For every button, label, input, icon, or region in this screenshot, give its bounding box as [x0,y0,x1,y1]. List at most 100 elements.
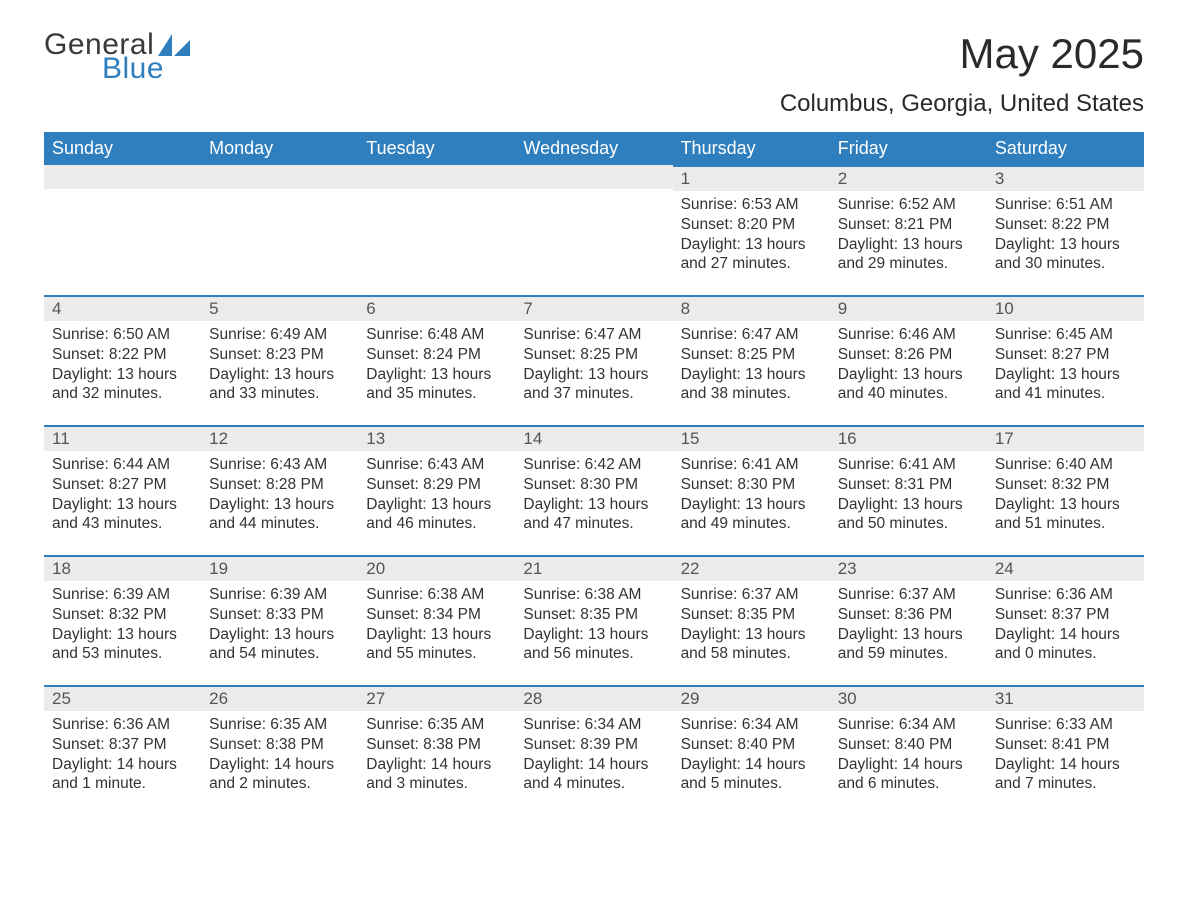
sunset-text: Sunset: 8:32 PM [52,605,193,625]
sunset-text: Sunset: 8:35 PM [523,605,664,625]
calendar-cell: 14Sunrise: 6:42 AMSunset: 8:30 PMDayligh… [515,425,672,555]
sunset-text: Sunset: 8:33 PM [209,605,350,625]
sunset-text: Sunset: 8:22 PM [52,345,193,365]
day-details: Sunrise: 6:45 AMSunset: 8:27 PMDaylight:… [987,321,1144,410]
weekday-header: Friday [830,132,987,165]
day-number: 13 [358,425,515,451]
calendar-cell: 15Sunrise: 6:41 AMSunset: 8:30 PMDayligh… [673,425,830,555]
calendar-cell: 5Sunrise: 6:49 AMSunset: 8:23 PMDaylight… [201,295,358,425]
daylight-text: Daylight: 13 hours and 38 minutes. [681,365,822,405]
calendar-cell: 18Sunrise: 6:39 AMSunset: 8:32 PMDayligh… [44,555,201,685]
sunset-text: Sunset: 8:36 PM [838,605,979,625]
sunset-text: Sunset: 8:28 PM [209,475,350,495]
sunset-text: Sunset: 8:39 PM [523,735,664,755]
sunrise-text: Sunrise: 6:52 AM [838,195,979,215]
day-details: Sunrise: 6:41 AMSunset: 8:30 PMDaylight:… [673,451,830,540]
sunrise-text: Sunrise: 6:53 AM [681,195,822,215]
day-details: Sunrise: 6:50 AMSunset: 8:22 PMDaylight:… [44,321,201,410]
day-number: 7 [515,295,672,321]
day-number: 22 [673,555,830,581]
day-details: Sunrise: 6:43 AMSunset: 8:29 PMDaylight:… [358,451,515,540]
day-details: Sunrise: 6:38 AMSunset: 8:34 PMDaylight:… [358,581,515,670]
day-details: Sunrise: 6:34 AMSunset: 8:39 PMDaylight:… [515,711,672,800]
sunset-text: Sunset: 8:37 PM [995,605,1136,625]
day-details: Sunrise: 6:40 AMSunset: 8:32 PMDaylight:… [987,451,1144,540]
calendar-cell: 31Sunrise: 6:33 AMSunset: 8:41 PMDayligh… [987,685,1144,815]
sunset-text: Sunset: 8:25 PM [681,345,822,365]
sunset-text: Sunset: 8:24 PM [366,345,507,365]
sunset-text: Sunset: 8:32 PM [995,475,1136,495]
sunrise-text: Sunrise: 6:38 AM [366,585,507,605]
sunrise-text: Sunrise: 6:51 AM [995,195,1136,215]
sunrise-text: Sunrise: 6:33 AM [995,715,1136,735]
sunrise-text: Sunrise: 6:44 AM [52,455,193,475]
day-number: 19 [201,555,358,581]
sunrise-text: Sunrise: 6:43 AM [209,455,350,475]
location-subtitle: Columbus, Georgia, United States [44,90,1144,118]
daylight-text: Daylight: 14 hours and 4 minutes. [523,755,664,795]
day-details: Sunrise: 6:47 AMSunset: 8:25 PMDaylight:… [673,321,830,410]
day-details: Sunrise: 6:44 AMSunset: 8:27 PMDaylight:… [44,451,201,540]
sunset-text: Sunset: 8:21 PM [838,215,979,235]
weekday-header: Wednesday [515,132,672,165]
sunrise-text: Sunrise: 6:41 AM [838,455,979,475]
day-number: 11 [44,425,201,451]
page-title: May 2025 [960,30,1144,78]
calendar-cell [44,165,201,295]
daylight-text: Daylight: 13 hours and 30 minutes. [995,235,1136,275]
calendar-cell: 25Sunrise: 6:36 AMSunset: 8:37 PMDayligh… [44,685,201,815]
day-number: 10 [987,295,1144,321]
day-details: Sunrise: 6:37 AMSunset: 8:35 PMDaylight:… [673,581,830,670]
day-number: 20 [358,555,515,581]
calendar-week-row: 25Sunrise: 6:36 AMSunset: 8:37 PMDayligh… [44,685,1144,815]
calendar-cell: 3Sunrise: 6:51 AMSunset: 8:22 PMDaylight… [987,165,1144,295]
sunrise-text: Sunrise: 6:45 AM [995,325,1136,345]
day-details: Sunrise: 6:36 AMSunset: 8:37 PMDaylight:… [987,581,1144,670]
daylight-text: Daylight: 13 hours and 35 minutes. [366,365,507,405]
day-details: Sunrise: 6:38 AMSunset: 8:35 PMDaylight:… [515,581,672,670]
calendar-cell: 19Sunrise: 6:39 AMSunset: 8:33 PMDayligh… [201,555,358,685]
day-details: Sunrise: 6:52 AMSunset: 8:21 PMDaylight:… [830,191,987,280]
sunset-text: Sunset: 8:27 PM [995,345,1136,365]
sunrise-text: Sunrise: 6:48 AM [366,325,507,345]
daylight-text: Daylight: 13 hours and 29 minutes. [838,235,979,275]
calendar-cell: 10Sunrise: 6:45 AMSunset: 8:27 PMDayligh… [987,295,1144,425]
calendar-week-row: 4Sunrise: 6:50 AMSunset: 8:22 PMDaylight… [44,295,1144,425]
day-number: 2 [830,165,987,191]
calendar-week-row: 1Sunrise: 6:53 AMSunset: 8:20 PMDaylight… [44,165,1144,295]
calendar-week-row: 11Sunrise: 6:44 AMSunset: 8:27 PMDayligh… [44,425,1144,555]
empty-day-bar [44,165,201,189]
day-details: Sunrise: 6:36 AMSunset: 8:37 PMDaylight:… [44,711,201,800]
sunrise-text: Sunrise: 6:35 AM [209,715,350,735]
calendar-cell: 30Sunrise: 6:34 AMSunset: 8:40 PMDayligh… [830,685,987,815]
day-number: 16 [830,425,987,451]
day-details: Sunrise: 6:48 AMSunset: 8:24 PMDaylight:… [358,321,515,410]
day-details: Sunrise: 6:41 AMSunset: 8:31 PMDaylight:… [830,451,987,540]
sunrise-text: Sunrise: 6:38 AM [523,585,664,605]
day-number: 28 [515,685,672,711]
sunrise-text: Sunrise: 6:40 AM [995,455,1136,475]
calendar-cell: 4Sunrise: 6:50 AMSunset: 8:22 PMDaylight… [44,295,201,425]
sunset-text: Sunset: 8:27 PM [52,475,193,495]
calendar-cell: 12Sunrise: 6:43 AMSunset: 8:28 PMDayligh… [201,425,358,555]
daylight-text: Daylight: 13 hours and 44 minutes. [209,495,350,535]
calendar-cell: 20Sunrise: 6:38 AMSunset: 8:34 PMDayligh… [358,555,515,685]
day-number: 15 [673,425,830,451]
sunrise-text: Sunrise: 6:41 AM [681,455,822,475]
calendar-cell: 11Sunrise: 6:44 AMSunset: 8:27 PMDayligh… [44,425,201,555]
daylight-text: Daylight: 13 hours and 43 minutes. [52,495,193,535]
sunset-text: Sunset: 8:34 PM [366,605,507,625]
sunrise-text: Sunrise: 6:47 AM [681,325,822,345]
empty-day-bar [201,165,358,189]
sunrise-text: Sunrise: 6:34 AM [838,715,979,735]
day-number: 4 [44,295,201,321]
sunset-text: Sunset: 8:37 PM [52,735,193,755]
weekday-header: Sunday [44,132,201,165]
day-details: Sunrise: 6:34 AMSunset: 8:40 PMDaylight:… [673,711,830,800]
daylight-text: Daylight: 13 hours and 27 minutes. [681,235,822,275]
sunrise-text: Sunrise: 6:47 AM [523,325,664,345]
sunset-text: Sunset: 8:25 PM [523,345,664,365]
sunrise-text: Sunrise: 6:36 AM [52,715,193,735]
sunset-text: Sunset: 8:31 PM [838,475,979,495]
sunrise-text: Sunrise: 6:35 AM [366,715,507,735]
